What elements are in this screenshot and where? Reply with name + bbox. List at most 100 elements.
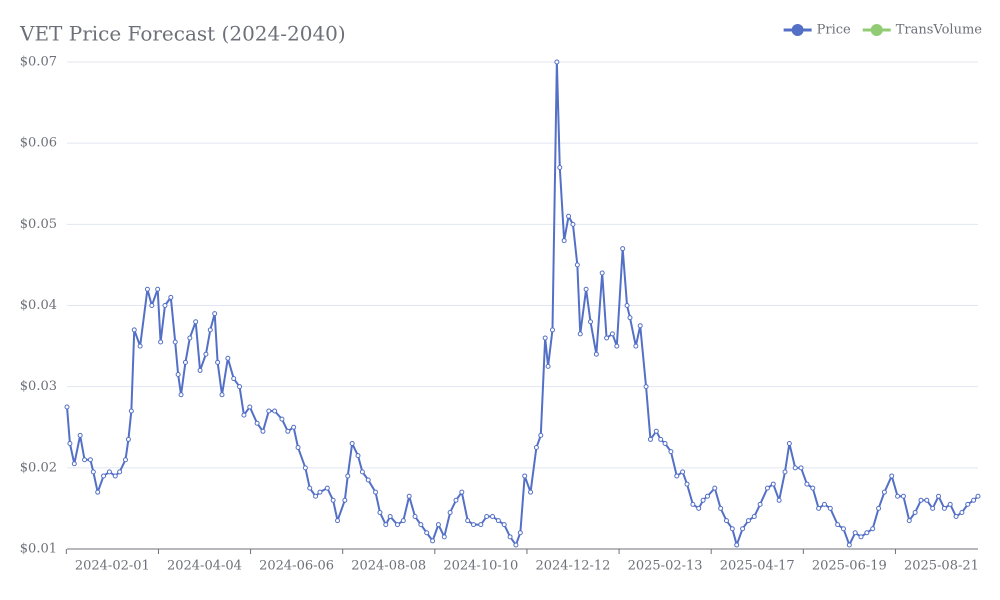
data-point — [680, 469, 686, 475]
data-point — [241, 412, 247, 418]
data-point — [959, 509, 965, 515]
data-point — [545, 363, 551, 369]
data-point — [406, 493, 412, 499]
data-point — [704, 493, 710, 499]
data-point — [373, 489, 379, 495]
data-point — [971, 497, 977, 503]
data-point — [840, 526, 846, 532]
data-point — [881, 489, 887, 495]
data-point — [495, 518, 501, 524]
x-tick-label: 2024-10-10 — [443, 559, 518, 574]
data-point — [542, 335, 548, 341]
data-point — [478, 522, 484, 528]
data-point — [137, 343, 143, 349]
data-point — [627, 315, 633, 321]
data-point — [930, 505, 936, 511]
data-point — [941, 505, 947, 511]
data-point — [690, 501, 696, 507]
data-point — [864, 530, 870, 536]
data-point — [225, 355, 231, 361]
data-point — [953, 514, 959, 520]
data-point — [624, 303, 630, 308]
x-tick-label: 2025-02-13 — [628, 559, 703, 574]
data-point — [647, 436, 653, 442]
data-point — [557, 165, 563, 171]
data-point — [637, 323, 643, 329]
data-point — [490, 514, 496, 520]
legend-label[interactable]: Price — [817, 23, 851, 38]
data-point — [471, 522, 477, 528]
data-point — [313, 493, 319, 499]
data-point — [383, 522, 389, 528]
data-point — [162, 303, 168, 308]
data-point — [412, 514, 418, 520]
data-point — [247, 404, 253, 410]
data-point — [593, 351, 599, 357]
data-point — [178, 392, 184, 398]
data-point — [302, 465, 308, 471]
data-point — [117, 469, 123, 475]
data-point — [212, 311, 218, 317]
data-point — [674, 473, 680, 479]
data-point — [172, 339, 178, 345]
data-point — [112, 473, 118, 479]
data-point — [696, 505, 702, 511]
data-point — [889, 473, 895, 479]
data-point — [538, 432, 544, 438]
data-point — [821, 501, 827, 507]
legend-marker[interactable] — [791, 24, 804, 36]
data-point — [745, 518, 751, 524]
x-tick-label: 2024-02-01 — [75, 559, 150, 574]
data-point — [599, 270, 605, 276]
data-point — [430, 538, 436, 544]
y-tick-label: $0.06 — [20, 136, 57, 151]
data-point — [906, 518, 912, 524]
data-point — [827, 505, 833, 511]
data-point — [975, 493, 981, 499]
data-point — [317, 489, 323, 495]
data-point — [182, 359, 188, 365]
data-point — [345, 473, 351, 479]
data-point — [561, 238, 567, 244]
y-tick-label: $0.01 — [20, 542, 57, 557]
x-tick-label: 2024-12-12 — [535, 559, 610, 574]
data-point — [158, 339, 164, 345]
data-point — [700, 497, 706, 503]
data-point — [193, 319, 199, 325]
data-point — [307, 485, 313, 491]
data-point — [723, 518, 729, 524]
data-point — [453, 497, 459, 503]
legend-label[interactable]: TransVolume — [896, 23, 983, 38]
data-point — [128, 408, 134, 414]
data-point — [501, 522, 507, 528]
data-point — [149, 303, 155, 308]
data-point — [947, 501, 953, 507]
data-point — [609, 331, 615, 337]
data-point — [751, 514, 757, 520]
data-point — [207, 327, 213, 333]
data-point — [71, 461, 77, 467]
data-point — [272, 408, 278, 414]
data-point — [900, 493, 906, 499]
data-point — [549, 327, 555, 333]
price-line — [66, 61, 979, 546]
data-point — [95, 489, 101, 495]
x-tick-label: 2025-04-17 — [720, 559, 795, 574]
data-point — [792, 465, 798, 471]
data-point — [734, 542, 740, 548]
data-point — [835, 522, 841, 528]
data-point — [106, 469, 112, 475]
data-point — [77, 432, 83, 438]
data-point — [577, 331, 583, 337]
data-point — [658, 436, 664, 442]
data-point — [876, 505, 882, 511]
data-point — [175, 371, 181, 377]
legend-marker[interactable] — [870, 24, 883, 36]
data-point — [279, 416, 285, 422]
data-point — [394, 522, 400, 528]
y-tick-label: $0.04 — [20, 298, 57, 313]
data-point — [435, 522, 441, 528]
data-point — [740, 526, 746, 532]
data-point — [604, 335, 610, 341]
data-point — [125, 436, 131, 442]
